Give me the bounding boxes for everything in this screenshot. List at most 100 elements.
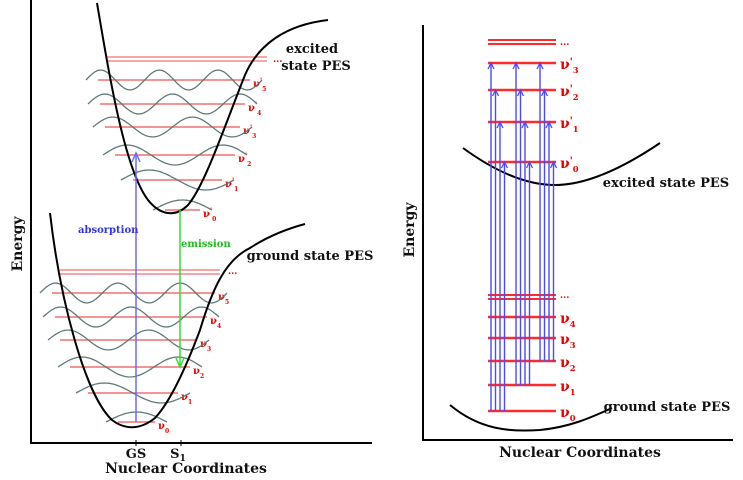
excited-level-label-0: ν'0 [203, 206, 216, 223]
right-ground-level-label-2-sub: 2 [570, 363, 576, 373]
excited-level-label-1-nu: ν [225, 179, 232, 190]
absorption-arrowhead [131, 151, 141, 163]
right-ground-level-label-2: ν2 [560, 355, 576, 373]
right-excited-level-label-1-prime: ' [570, 116, 573, 127]
absorption-label: absorption [78, 225, 139, 236]
right-excited-state-curve [462, 142, 661, 187]
transition-arrowhead-v0-to-v2 [491, 88, 500, 97]
excited-level-label-4-prime: ' [255, 100, 257, 109]
right-ground-level-label-1-sub: 1 [570, 387, 576, 397]
excited-level-label-0-sub: 0 [212, 216, 216, 223]
right-ground-level-label-1: ν1 [560, 379, 576, 397]
right-ground-level-label-0-sub: 0 [570, 413, 576, 423]
excited-level-label-3-sub: 3 [252, 133, 256, 140]
excited-wavefunction-0 [152, 199, 213, 211]
ground-level-label-0-sub: 0 [165, 428, 169, 435]
right-panel: Energy Nuclear Coordinates ν'0ν'1ν'2ν'3ν… [402, 25, 733, 461]
right-transition-arrows [487, 61, 558, 411]
excited-level-label-1-sub: 1 [234, 186, 238, 193]
transition-arrowhead-v0-to-v3 [487, 61, 495, 70]
right-excited-level-label-3: ν'3 [560, 57, 579, 75]
ground-level-label-2: ν2 [193, 366, 204, 380]
transition-arrowhead-v0-to-v0 [500, 160, 509, 169]
ground-level-label-0-nu: ν [158, 421, 165, 432]
right-y-axis-label: Energy [402, 202, 418, 258]
ground-level-label-1-sub: 1 [188, 399, 192, 406]
excited-level-label-0-prime: ' [210, 206, 212, 215]
ground-level-label-4-nu: ν [210, 316, 217, 327]
excited-wavefunction-2 [102, 144, 248, 166]
ground-level-label-4: ν4 [210, 316, 221, 330]
transition-arrowhead-v2-to-v0 [549, 160, 558, 169]
right-excited-level-label-3-prime: ' [570, 57, 573, 68]
excited-level-label-5-nu: ν [253, 79, 260, 90]
ground-level-label-1-nu: ν [181, 392, 188, 403]
right-ground-level-label-1-nu: ν [560, 379, 570, 395]
excited-wavefunction-5 [85, 69, 263, 91]
right-ground-level-label-2-nu: ν [560, 355, 570, 371]
right-ground-level-label-3: ν3 [560, 332, 576, 350]
transition-arrowhead-v2-to-v1 [545, 120, 553, 129]
ground-wavefunction-3 [47, 329, 210, 351]
right-ground-ellipsis: ... [560, 291, 569, 301]
right-excited-level-label-1-nu: ν [560, 116, 570, 132]
right-excited-level-label-0-nu: ν [560, 156, 570, 172]
right-excited-ellipsis: ... [560, 38, 569, 48]
right-ground-level-label-4: ν4 [560, 311, 576, 329]
excited-wavefunction-4 [87, 93, 258, 115]
excited-state-label-line2: state PES [281, 59, 351, 74]
ground-wavefunction-1 [75, 382, 191, 404]
right-ground-level-label-4-sub: 4 [570, 319, 576, 329]
right-excited-level-label-3-sub: 3 [573, 65, 579, 75]
right-ground-state-curve [449, 404, 613, 432]
ground-ellipsis: ... [228, 267, 237, 277]
transition-arrowhead-v1-to-v2 [516, 88, 525, 97]
ground-state-curve [49, 212, 306, 429]
transition-arrowhead-v1-to-v0 [525, 160, 534, 169]
right-excited-level-label-2-sub: 2 [573, 92, 579, 102]
tick-label-s1: S1 [170, 447, 186, 464]
ground-level-label-0: ν0 [158, 421, 169, 435]
ground-level-label-1: ν1 [181, 392, 192, 406]
ground-level-label-5-sub: 5 [225, 299, 229, 306]
transition-arrowhead-v2-to-v3 [536, 61, 544, 70]
right-ground-level-label-0-nu: ν [560, 405, 570, 421]
excited-level-label-2: ν'2 [238, 151, 251, 168]
excited-level-label-4-sub: 4 [257, 110, 261, 117]
ground-wavefunction-4 [42, 306, 220, 328]
excited-level-label-5-sub: 5 [262, 86, 266, 93]
right-excited-level-label-1-sub: 1 [573, 124, 579, 134]
right-ground-level-label-0: ν0 [560, 405, 576, 423]
excited-state-label-line1: excited [286, 42, 338, 57]
right-ground-level-label-3-sub: 3 [570, 340, 576, 350]
transition-arrowhead-v2-to-v2 [540, 88, 549, 97]
transition-arrowhead-v1-to-v1 [521, 120, 529, 129]
ground-wavefunction-2 [57, 356, 203, 378]
emission-label: emission [181, 239, 231, 250]
excited-level-label-0-nu: ν [203, 209, 210, 220]
left-panel: Energy Nuclear Coordinates GS S1 ν'0ν'1ν… [10, 0, 373, 477]
excited-level-label-2-sub: 2 [247, 161, 251, 168]
transition-arrowhead-v0-to-v1 [496, 120, 504, 129]
ground-wavefunction-5 [39, 282, 228, 304]
right-ground-level-label-4-nu: ν [560, 311, 570, 327]
left-x-axis-label: Nuclear Coordinates [105, 461, 267, 477]
right-excited-state-label: excited state PES [603, 176, 729, 191]
transition-arrowhead-v1-to-v3 [512, 61, 520, 70]
right-ground-state-label: ground state PES [604, 400, 731, 415]
left-y-axis-label: Energy [10, 216, 26, 272]
right-excited-level-label-2-prime: ' [570, 84, 573, 95]
right-excited-level-label-1: ν'1 [560, 116, 579, 134]
right-x-axis-label: Nuclear Coordinates [499, 445, 661, 461]
tick-label-gs: GS [126, 447, 147, 462]
excited-ellipsis: ... [273, 55, 282, 65]
right-excited-level-label-2: ν'2 [560, 84, 579, 102]
excited-level-label-2-prime: ' [245, 151, 247, 160]
excited-level-label-4: ν'4 [248, 100, 261, 117]
right-excited-level-label-0-prime: ' [570, 156, 573, 167]
excited-wavefunction-1 [120, 169, 235, 191]
ground-level-label-2-nu: ν [193, 366, 200, 377]
right-excited-level-label-3-nu: ν [560, 57, 570, 73]
